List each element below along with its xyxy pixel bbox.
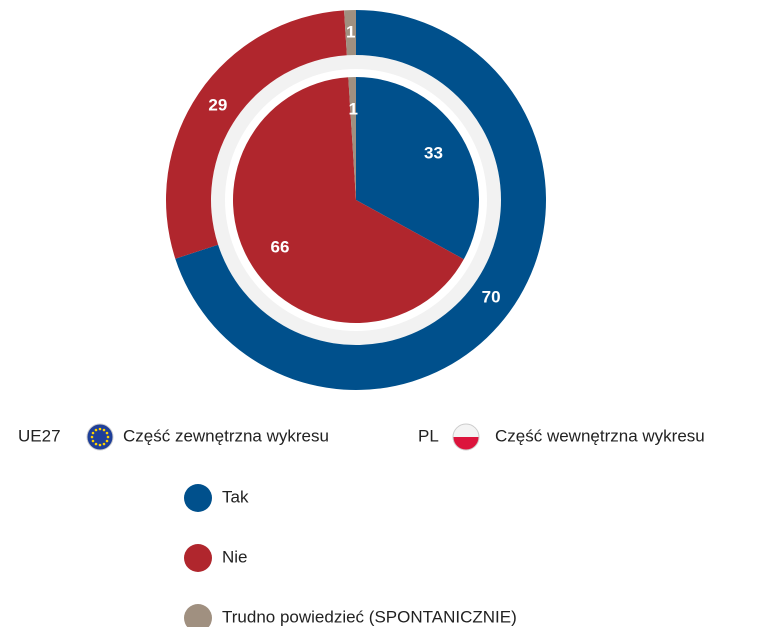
legend-label: Trudno powiedzieć (SPONTANICZNIE) [222,607,517,626]
data-label: 66 [271,238,290,257]
pie-slice [356,77,480,260]
pie-slice [344,10,356,56]
legend-label: UE27 [18,426,61,445]
pie-slice [232,77,464,324]
pl-flag-icon [453,424,479,450]
legend-swatch [184,484,212,512]
pie-slice [348,77,356,200]
legend-label: PL [418,426,439,445]
legend-swatch [184,604,212,627]
eu-flag-icon [86,423,114,451]
legend-description: Część zewnętrzna wykresu [123,426,329,445]
eu-stars [90,427,110,447]
legend-series: UE27 Część zewnętrzna wykresu PL Część w… [18,423,705,451]
pie-slice [165,10,347,259]
legend-swatch [184,544,212,572]
legend-label: Nie [222,547,248,566]
legend-label: Tak [222,487,249,506]
pl-flag-border [452,423,480,451]
data-label: 29 [208,96,227,115]
legend-description: Część wewnętrzna wykresu [495,426,705,445]
data-label: 70 [482,288,501,307]
data-label: 1 [348,100,357,119]
data-label: 33 [424,144,443,163]
data-label: 1 [346,23,355,42]
